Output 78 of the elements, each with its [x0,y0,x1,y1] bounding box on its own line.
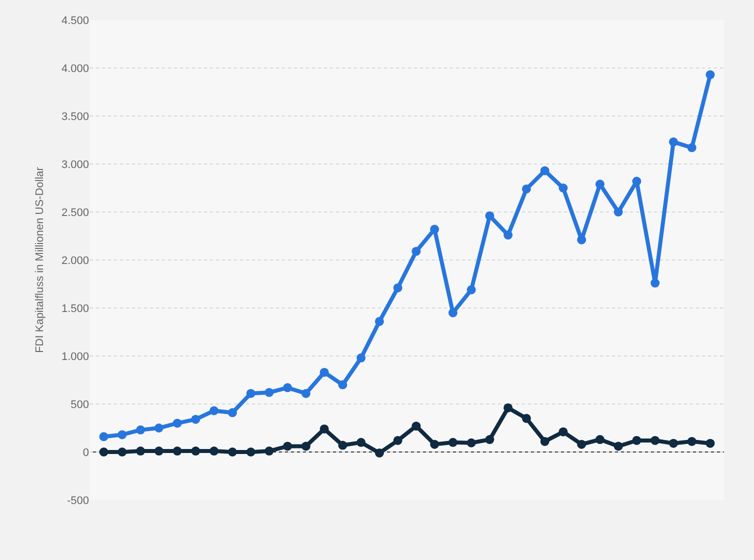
y-tick-label: 4.000 [61,62,89,75]
point [558,427,568,436]
point [154,424,164,432]
point [430,224,440,234]
y-tick-label: 1.000 [61,350,89,363]
point [338,380,348,390]
point [393,436,402,445]
point [558,184,568,192]
point [118,448,127,456]
point [668,438,678,448]
point [650,436,660,445]
point [283,442,292,451]
point [522,184,531,194]
point [706,70,715,80]
point [283,383,292,392]
point [632,176,642,186]
point [320,424,329,434]
point [668,137,678,146]
point [172,418,182,428]
point [614,208,623,216]
point [154,446,164,456]
point [466,438,476,448]
point [687,143,696,152]
point [264,446,274,456]
point [412,422,421,431]
y-axis-title: FDI Kapitalfluss in Millionen US-Dollar [34,166,46,353]
y-tick-label: 2.500 [61,206,89,219]
y-tick-label: 1.500 [61,302,89,315]
y-tick-label: 500 [70,398,89,411]
point [430,440,440,449]
point [99,448,108,456]
point [374,448,384,458]
y-tick-label: -500 [66,494,89,507]
point [577,440,586,449]
point [485,211,494,220]
point [118,430,127,440]
point [540,436,550,446]
point [485,435,494,444]
point [228,448,237,456]
y-tick-label: 3.500 [61,110,89,123]
point [356,353,366,362]
y-tick-label: 4.500 [61,14,89,27]
point [301,442,310,451]
point [412,246,421,256]
point [504,403,513,412]
point [136,425,146,434]
point [246,388,256,398]
point [393,283,402,292]
point [374,316,384,326]
point [504,230,513,240]
point [136,446,146,456]
point [522,414,531,423]
point [191,414,200,424]
point [540,166,550,176]
point [210,446,219,456]
point [466,285,476,294]
y-tick-label: 2.000 [61,254,89,267]
point [228,408,237,418]
point [595,435,604,444]
point [99,432,108,442]
point [614,442,623,451]
point [706,438,715,448]
point [448,308,458,318]
point [650,278,660,288]
point [356,438,366,447]
point [264,388,274,397]
y-tick-label: 0 [82,446,89,459]
point [172,446,182,456]
point [210,406,219,416]
point [246,448,256,456]
point [338,440,348,450]
point [687,436,696,446]
y-tick-label: 3.000 [61,158,89,171]
point [191,446,200,456]
point [301,388,310,398]
point [320,368,329,377]
point [632,436,642,445]
point [448,438,458,447]
